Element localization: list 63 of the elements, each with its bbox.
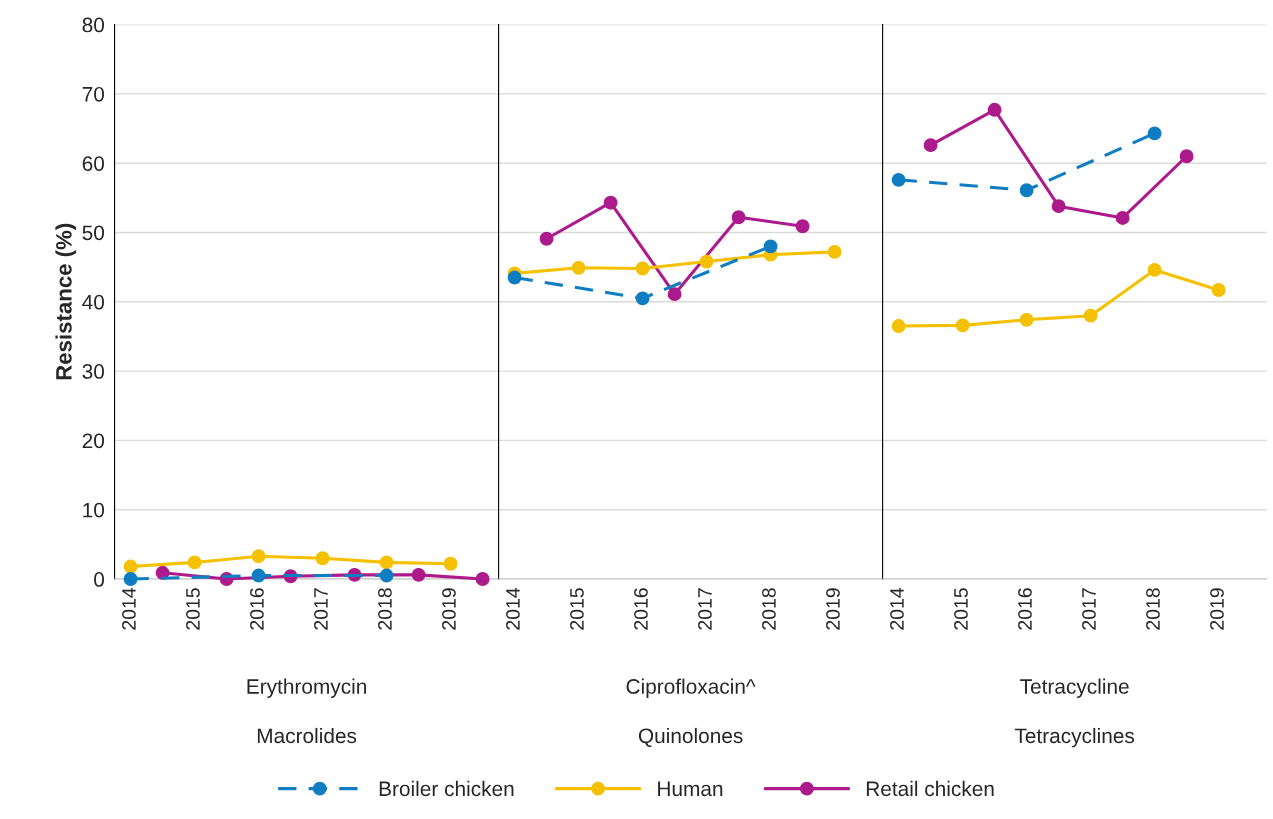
y-tick-label: 50 [82, 225, 105, 241]
x-tick-label: 2016 [1018, 588, 1032, 630]
point [699, 254, 714, 269]
x-tick-label: 2014 [890, 587, 904, 630]
point [923, 138, 938, 153]
point [1083, 308, 1098, 323]
y-axis-title: Resistance (%) [55, 223, 77, 380]
x-tick-label: 2017 [698, 588, 712, 630]
point [827, 244, 842, 259]
point [891, 172, 906, 187]
point [539, 231, 554, 246]
point [987, 102, 1002, 117]
x-tick-label: 2017 [314, 588, 328, 630]
x-tick-label: 2018 [762, 588, 776, 630]
text: Quinolones [638, 727, 743, 747]
x-tick-label: 2018 [378, 588, 392, 630]
x-tick-label: 2016 [250, 588, 264, 630]
x-tick-label: 2019 [826, 588, 840, 630]
x-tick-label: 2015 [186, 588, 200, 630]
legend-label: Retail chicken [866, 780, 994, 797]
y-tick-label: 0 [94, 572, 105, 587]
point [635, 291, 650, 306]
point [1051, 199, 1066, 214]
point [1019, 312, 1034, 327]
x-tick-label: 2018 [1146, 588, 1160, 630]
point [763, 239, 778, 254]
point [571, 260, 586, 275]
text: Erythromycin [247, 678, 367, 698]
x-tick-label: 2019 [442, 588, 456, 630]
y-tick-label: 30 [82, 364, 105, 379]
point [795, 219, 810, 234]
y-tick-label: 10 [83, 502, 105, 518]
x-tick-label: 2017 [1082, 588, 1096, 630]
point [1211, 283, 1226, 297]
point [1179, 149, 1194, 164]
y-tick-label: 60 [82, 156, 105, 171]
y-tick-label: 70 [82, 86, 105, 102]
legend-label: Broiler chicken [379, 780, 514, 797]
legend-label: Human [658, 781, 723, 797]
text: Tetracyclines [1014, 727, 1135, 748]
x-tick-label: 2015 [570, 588, 584, 630]
point [1019, 183, 1034, 198]
point [1147, 262, 1162, 277]
point [603, 195, 618, 210]
point [507, 270, 522, 285]
point [667, 287, 682, 302]
text: Tetracycline [1020, 678, 1129, 698]
x-tick-label: 2019 [1210, 588, 1224, 630]
point [891, 319, 906, 334]
point [1147, 126, 1162, 141]
x-tick-label: 2015 [954, 588, 968, 630]
point [731, 210, 746, 225]
x-tick-label: 2016 [634, 588, 648, 630]
x-tick-label: 2014 [506, 587, 520, 630]
y-tick-label: 20 [82, 433, 105, 449]
point [1115, 210, 1130, 225]
text: Macrolides [257, 727, 357, 744]
y-tick-label: 80 [82, 17, 105, 33]
point [955, 318, 970, 333]
point [635, 261, 650, 276]
x-tick-label: 2014 [122, 587, 136, 630]
y-tick-label: 40 [82, 294, 105, 310]
text: Ciprofloxacin^ [626, 678, 756, 698]
